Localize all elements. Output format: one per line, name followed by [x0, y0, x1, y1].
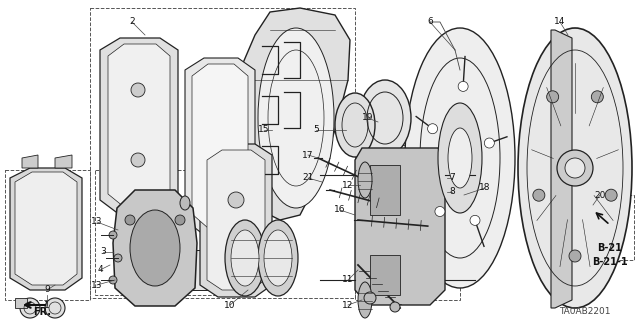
Polygon shape: [207, 150, 265, 290]
Ellipse shape: [438, 103, 482, 213]
Text: 21: 21: [302, 174, 314, 182]
Polygon shape: [10, 168, 82, 290]
Text: 9: 9: [44, 286, 50, 294]
Ellipse shape: [358, 162, 372, 198]
Polygon shape: [55, 155, 72, 168]
Circle shape: [435, 206, 445, 217]
Text: FR.: FR.: [33, 307, 51, 317]
Polygon shape: [185, 58, 255, 235]
Text: 11: 11: [342, 276, 354, 285]
Bar: [90, 8, 355, 298]
Ellipse shape: [180, 196, 190, 210]
Text: B-21: B-21: [598, 243, 623, 253]
Polygon shape: [113, 190, 197, 306]
Text: 6: 6: [427, 18, 433, 26]
Text: 2: 2: [129, 18, 135, 26]
Bar: [15, 298, 27, 308]
Polygon shape: [108, 44, 170, 207]
Circle shape: [131, 83, 145, 97]
Text: 12: 12: [342, 300, 354, 309]
Polygon shape: [22, 155, 38, 168]
Bar: [95, 170, 240, 295]
Circle shape: [484, 138, 494, 148]
Circle shape: [364, 292, 376, 304]
Text: 20: 20: [595, 190, 605, 199]
Text: 3: 3: [100, 248, 106, 256]
Polygon shape: [551, 30, 572, 308]
Text: 15: 15: [259, 125, 269, 135]
Circle shape: [131, 153, 145, 167]
Ellipse shape: [130, 210, 180, 286]
Circle shape: [569, 250, 581, 262]
Text: 1: 1: [44, 300, 50, 309]
Bar: [592, 195, 634, 260]
Circle shape: [125, 215, 135, 225]
Text: 14: 14: [554, 18, 566, 26]
Polygon shape: [355, 148, 445, 305]
Ellipse shape: [258, 28, 334, 208]
Text: 12: 12: [342, 181, 354, 189]
Polygon shape: [100, 38, 178, 215]
Ellipse shape: [231, 230, 259, 286]
Ellipse shape: [258, 220, 298, 296]
Text: 13: 13: [92, 280, 103, 290]
Text: 7: 7: [449, 174, 455, 182]
Circle shape: [20, 298, 40, 318]
Ellipse shape: [225, 220, 265, 296]
Circle shape: [557, 150, 593, 186]
Text: TA0AB2201: TA0AB2201: [559, 308, 611, 316]
Polygon shape: [192, 64, 248, 228]
Text: B-21-1: B-21-1: [592, 257, 628, 267]
Polygon shape: [210, 92, 252, 210]
Circle shape: [591, 91, 604, 103]
Polygon shape: [200, 144, 272, 297]
Bar: [5, 170, 90, 300]
Circle shape: [547, 91, 559, 103]
Circle shape: [114, 254, 122, 262]
Bar: [370, 255, 400, 295]
Ellipse shape: [405, 28, 515, 288]
Text: 5: 5: [313, 125, 319, 135]
Text: 4: 4: [97, 265, 103, 275]
Text: 19: 19: [362, 114, 374, 122]
Bar: [190, 250, 245, 290]
Circle shape: [605, 189, 617, 201]
Ellipse shape: [518, 28, 632, 308]
Circle shape: [45, 298, 65, 318]
Circle shape: [390, 302, 400, 312]
Circle shape: [428, 124, 438, 134]
Ellipse shape: [358, 282, 372, 318]
Circle shape: [228, 192, 244, 208]
Circle shape: [109, 276, 117, 284]
Ellipse shape: [264, 230, 292, 286]
Bar: [355, 145, 460, 300]
Text: 18: 18: [479, 183, 491, 192]
Text: 17: 17: [302, 151, 314, 160]
Text: 8: 8: [449, 188, 455, 197]
Circle shape: [533, 189, 545, 201]
Ellipse shape: [359, 80, 411, 156]
Polygon shape: [15, 172, 77, 285]
Circle shape: [175, 215, 185, 225]
Text: 13: 13: [92, 218, 103, 226]
Circle shape: [565, 158, 585, 178]
Text: 10: 10: [224, 300, 236, 309]
Ellipse shape: [448, 128, 472, 188]
Text: 16: 16: [334, 205, 346, 214]
Polygon shape: [238, 8, 350, 220]
Circle shape: [458, 81, 468, 92]
Circle shape: [109, 231, 117, 239]
Ellipse shape: [335, 93, 375, 157]
Bar: [370, 165, 400, 215]
Circle shape: [470, 215, 480, 225]
